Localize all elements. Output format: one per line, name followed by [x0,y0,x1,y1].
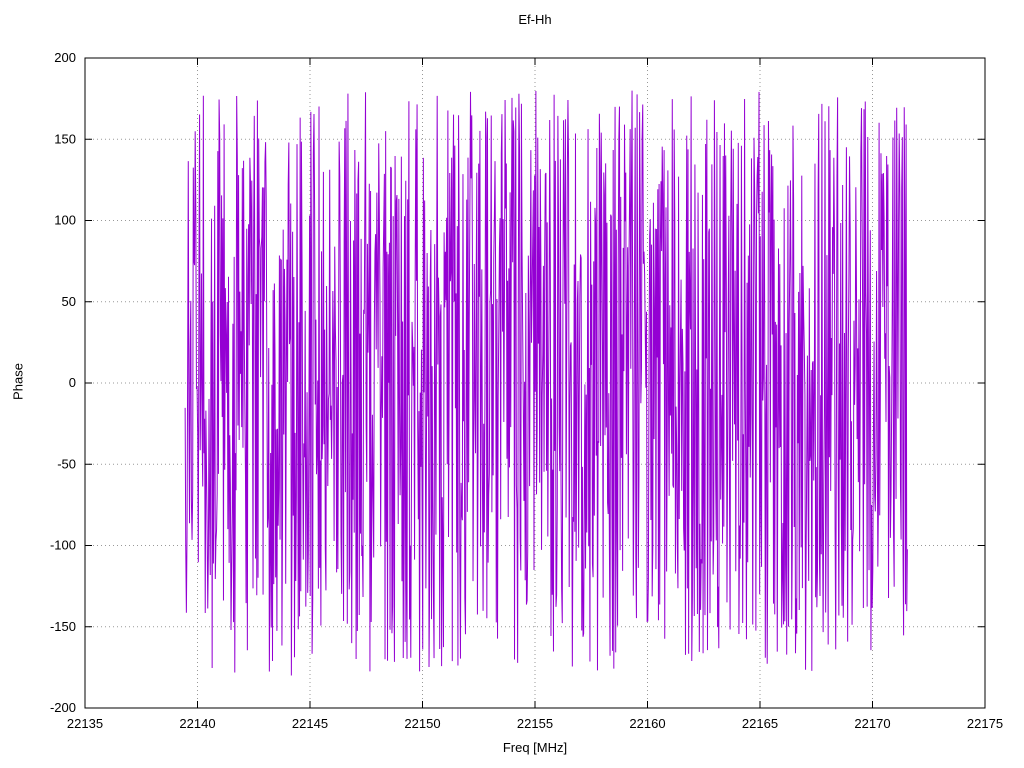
y-tick-label: -150 [50,619,76,634]
x-tick-label: 22145 [292,716,328,731]
series-line-ef-hh [184,90,908,676]
x-tick-label: 22140 [179,716,215,731]
y-tick-label: 200 [54,50,76,65]
x-tick-label: 22160 [629,716,665,731]
y-tick-label: 100 [54,213,76,228]
y-tick-label: 150 [54,131,76,146]
chart-title: Ef-Hh [518,12,552,27]
x-axis-label: Freq [MHz] [502,740,568,755]
y-tick-label: -200 [50,700,76,715]
x-tick-label: 22135 [67,716,103,731]
y-tick-label: 0 [69,375,76,390]
y-tick-label: -50 [57,456,76,471]
x-tick-label: 22170 [854,716,890,731]
x-tick-label: 22155 [517,716,553,731]
x-tick-label: 22150 [404,716,440,731]
x-tick-label: 22165 [742,716,778,731]
y-tick-label: 50 [62,294,76,309]
y-tick-label: -100 [50,538,76,553]
x-tick-label: 22175 [967,716,1003,731]
